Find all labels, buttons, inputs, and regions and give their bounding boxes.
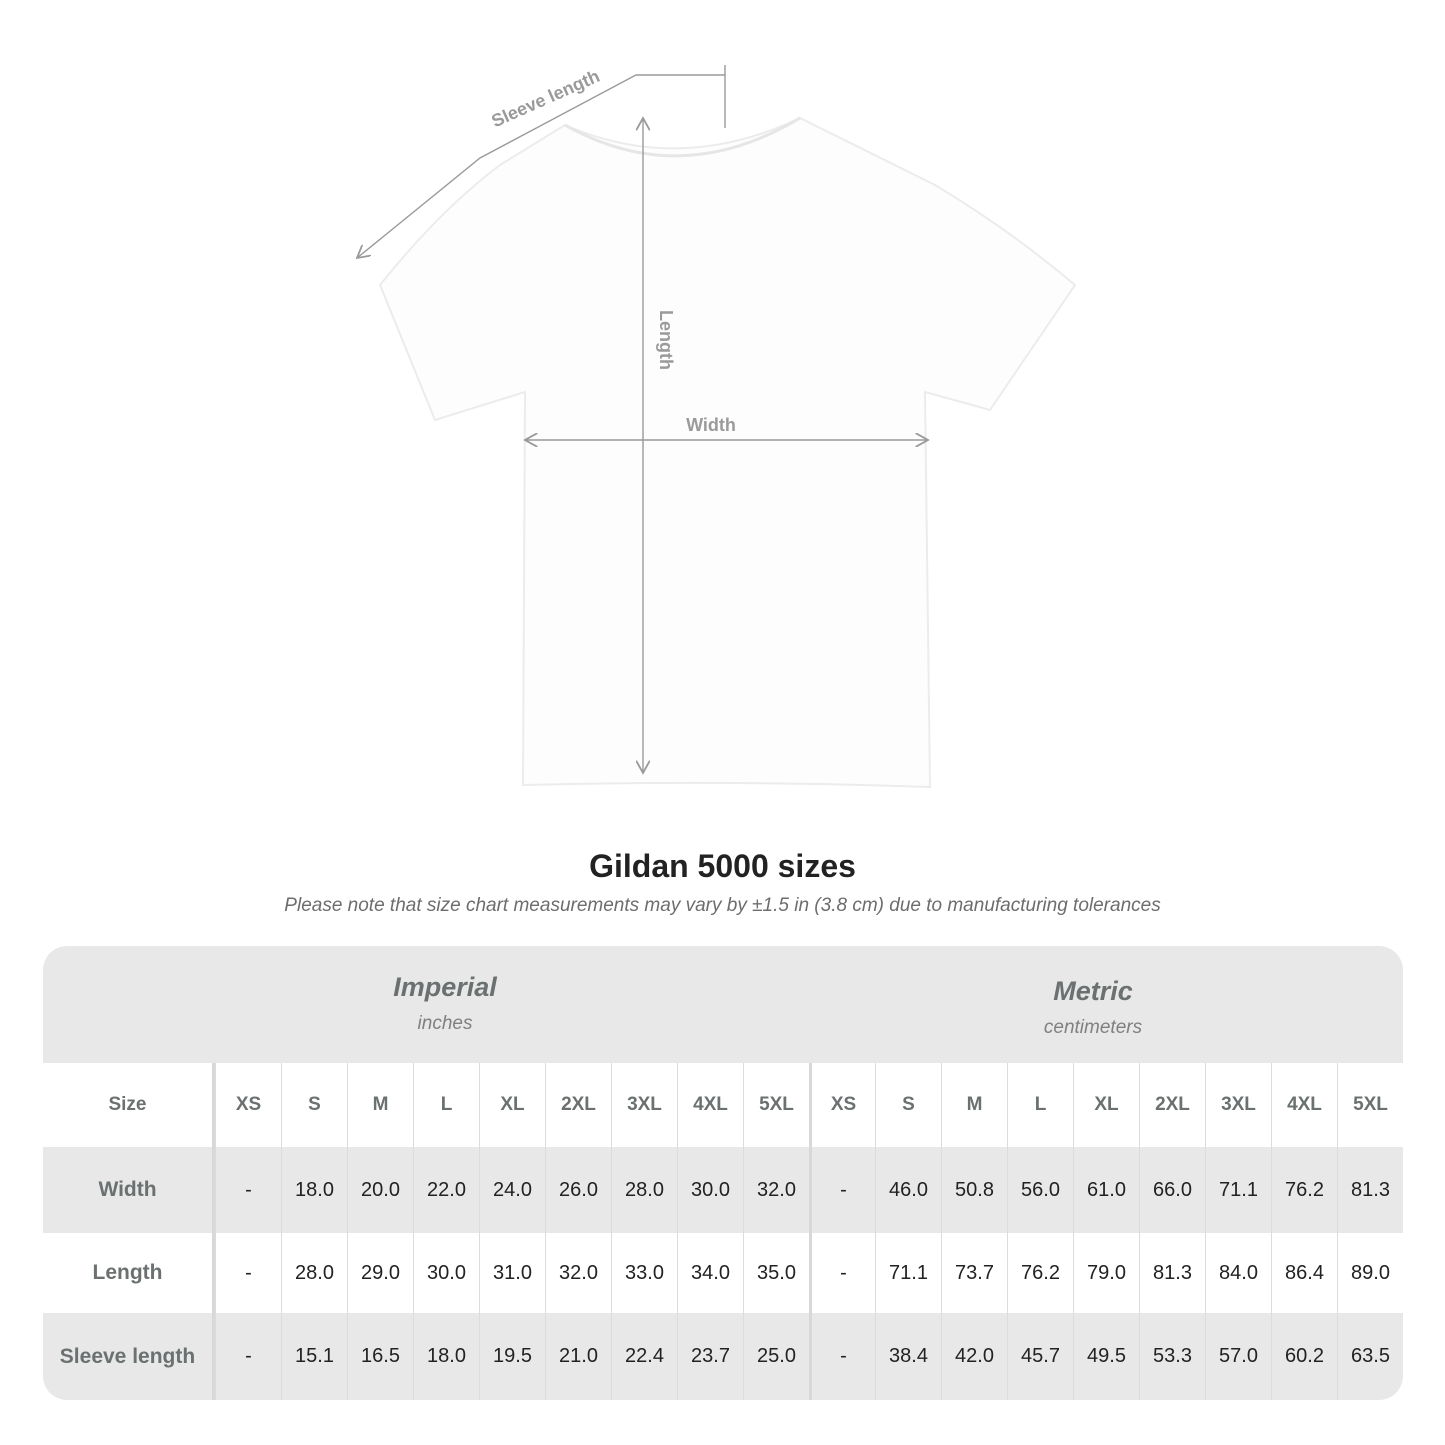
metric-value: 76.2 — [1007, 1233, 1073, 1313]
metric-value: 57.0 — [1205, 1313, 1271, 1400]
sleeve-length-label: Sleeve length — [488, 66, 602, 131]
metric-value: 81.3 — [1139, 1233, 1205, 1313]
imperial-value: 18.0 — [413, 1313, 479, 1400]
imperial-title: Imperial — [393, 972, 497, 1002]
imperial-value: 19.5 — [479, 1313, 545, 1400]
metric-value: 79.0 — [1073, 1233, 1139, 1313]
collar-line — [564, 116, 801, 158]
imperial-size-xl: XL — [479, 1063, 545, 1147]
metric-size-3xl: 3XL — [1205, 1063, 1271, 1147]
imperial-value: - — [215, 1313, 281, 1400]
metric-value: 38.4 — [875, 1313, 941, 1400]
imperial-value: 28.0 — [281, 1233, 347, 1313]
length-label: Length — [656, 310, 676, 370]
metric-value: 86.4 — [1271, 1233, 1337, 1313]
metric-value: 56.0 — [1007, 1147, 1073, 1233]
imperial-size-5xl: 5XL — [743, 1063, 809, 1147]
size-header-row: Size XS S M L XL 2XL 3XL 4XL 5XL XS S M L XL 2XL 3XL 4XL 5… — [43, 1063, 1403, 1147]
imperial-header: Imperial inches — [195, 972, 695, 1035]
metric-value: 61.0 — [1073, 1147, 1139, 1233]
imperial-value: 33.0 — [611, 1233, 677, 1313]
metric-value: 45.7 — [1007, 1313, 1073, 1400]
imperial-value: 23.7 — [677, 1313, 743, 1400]
imperial-value: 31.0 — [479, 1233, 545, 1313]
imperial-value: 16.5 — [347, 1313, 413, 1400]
imperial-value: 21.0 — [545, 1313, 611, 1400]
table-row: Sleeve length -15.1 16.5 18.0 19.5 21.0 22.4 23… — [43, 1313, 1403, 1400]
table-header: Imperial inches Metric centimeters — [43, 946, 1403, 1063]
row-label: Sleeve length — [43, 1313, 215, 1400]
metric-size-2xl: 2XL — [1139, 1063, 1205, 1147]
metric-value: - — [809, 1313, 875, 1400]
imperial-value: - — [215, 1147, 281, 1233]
imperial-size-4xl: 4XL — [677, 1063, 743, 1147]
tolerance-note: Please note that size chart measurements… — [284, 895, 1161, 916]
imperial-value: 32.0 — [743, 1147, 809, 1233]
imperial-value: 15.1 — [281, 1313, 347, 1400]
imperial-size-3xl: 3XL — [611, 1063, 677, 1147]
metric-size-xs: XS — [809, 1063, 875, 1147]
imperial-value: 25.0 — [743, 1313, 809, 1400]
metric-value: 53.3 — [1139, 1313, 1205, 1400]
imperial-value: 20.0 — [347, 1147, 413, 1233]
metric-value: 84.0 — [1205, 1233, 1271, 1313]
table-row: Width -18.0 20.0 22.0 24.0 26.0 28.0 30.0 32.0-4… — [43, 1147, 1403, 1233]
row-label: Length — [43, 1233, 215, 1313]
width-label: Width — [686, 415, 736, 435]
metric-title: Metric — [1053, 976, 1133, 1006]
size-table: Imperial inches Metric centimeters Size X… — [43, 946, 1403, 1400]
row-label: Width — [43, 1147, 215, 1233]
metric-value: 73.7 — [941, 1233, 1007, 1313]
imperial-value: 30.0 — [677, 1147, 743, 1233]
imperial-value: 29.0 — [347, 1233, 413, 1313]
metric-size-4xl: 4XL — [1271, 1063, 1337, 1147]
metric-value: - — [809, 1233, 875, 1313]
imperial-value: - — [215, 1233, 281, 1313]
metric-size-5xl: 5XL — [1337, 1063, 1403, 1147]
tshirt-shape — [378, 116, 1077, 789]
size-label: Size — [43, 1063, 215, 1147]
metric-value: 63.5 — [1337, 1313, 1403, 1400]
tshirt-diagram: Sleeve length Length Width — [0, 65, 1077, 789]
table-row: Length -28.0 29.0 30.0 31.0 32.0 33.0 34.0 35.0-… — [43, 1233, 1403, 1313]
imperial-unit: inches — [417, 1013, 473, 1034]
imperial-size-xs: XS — [215, 1063, 281, 1147]
metric-value: 71.1 — [875, 1233, 941, 1313]
metric-value: 81.3 — [1337, 1147, 1403, 1233]
imperial-size-m: M — [347, 1063, 413, 1147]
imperial-size-s: S — [281, 1063, 347, 1147]
metric-size-l: L — [1007, 1063, 1073, 1147]
metric-value: 46.0 — [875, 1147, 941, 1233]
sleeve-length-measure — [357, 65, 726, 258]
imperial-value: 30.0 — [413, 1233, 479, 1313]
imperial-value: 32.0 — [545, 1233, 611, 1313]
metric-value: - — [809, 1147, 875, 1233]
imperial-size-l: L — [413, 1063, 479, 1147]
metric-value: 49.5 — [1073, 1313, 1139, 1400]
metric-value: 50.8 — [941, 1147, 1007, 1233]
metric-value: 60.2 — [1271, 1313, 1337, 1400]
imperial-value: 18.0 — [281, 1147, 347, 1233]
imperial-value: 22.4 — [611, 1313, 677, 1400]
imperial-value: 28.0 — [611, 1147, 677, 1233]
metric-header: Metric centimeters — [843, 976, 1343, 1039]
metric-unit: centimeters — [1043, 1017, 1143, 1038]
metric-value: 42.0 — [941, 1313, 1007, 1400]
imperial-value: 24.0 — [479, 1147, 545, 1233]
imperial-value: 35.0 — [743, 1233, 809, 1313]
imperial-value: 22.0 — [413, 1147, 479, 1233]
imperial-size-2xl: 2XL — [545, 1063, 611, 1147]
metric-value: 89.0 — [1337, 1233, 1403, 1313]
metric-size-m: M — [941, 1063, 1007, 1147]
metric-size-xl: XL — [1073, 1063, 1139, 1147]
metric-size-s: S — [875, 1063, 941, 1147]
metric-value: 66.0 — [1139, 1147, 1205, 1233]
page-title: Gildan 5000 sizes — [589, 848, 856, 884]
imperial-value: 26.0 — [545, 1147, 611, 1233]
imperial-value: 34.0 — [677, 1233, 743, 1313]
metric-value: 76.2 — [1271, 1147, 1337, 1233]
metric-value: 71.1 — [1205, 1147, 1271, 1233]
